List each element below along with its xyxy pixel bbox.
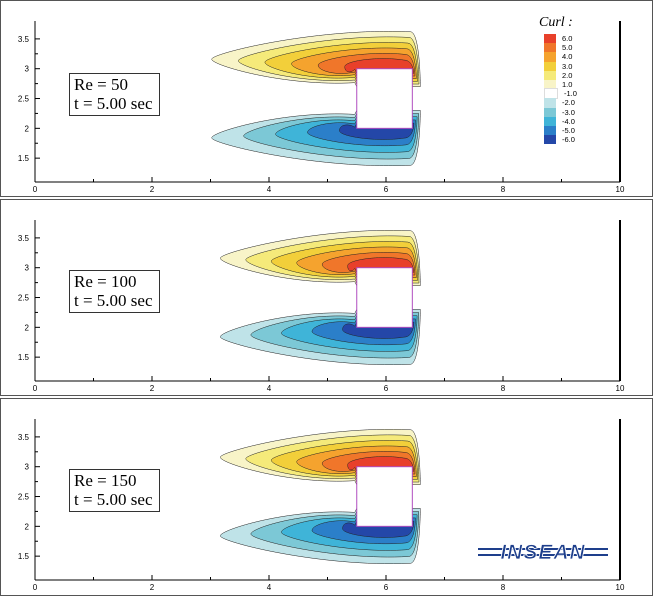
legend-label: -5.0 xyxy=(562,125,575,135)
legend-label: 5.0 xyxy=(562,43,573,53)
legend-label: 4.0 xyxy=(562,52,573,62)
legend-swatch xyxy=(544,135,556,145)
time-label: t = 5.00 sec xyxy=(74,490,153,509)
x-tick-label: 8 xyxy=(501,185,506,194)
legend-label: -2.0 xyxy=(562,98,575,108)
contour-plot-re-100: 0 2 4 6 8 10 1.5 2 2.5 3 3.5 xyxy=(18,220,625,393)
panel-re-50: 0 2 4 6 8 10 1.5 2 2.5 3 3.5 Re = 50 t = 5.00 sec … xyxy=(0,0,653,197)
time-label: t = 5.00 sec xyxy=(74,291,153,310)
legend-entry: -2.0 xyxy=(521,98,591,108)
y-tick-label: 3 xyxy=(25,65,30,74)
x-tick-label: 0 xyxy=(33,185,38,194)
legend-entry: -6.0 xyxy=(521,135,591,145)
x-tick-label: 8 xyxy=(501,583,506,592)
y-tick-label: 2 xyxy=(25,323,30,332)
legend-entry: 4.0 xyxy=(521,52,591,62)
legend-swatch xyxy=(544,98,556,108)
y-tick-label: 1.5 xyxy=(18,154,30,163)
legend-swatch xyxy=(544,70,556,80)
y-tick-label: 2 xyxy=(25,124,30,133)
x-tick-label: 2 xyxy=(150,583,155,592)
square-obstacle xyxy=(356,68,413,129)
legend-swatch xyxy=(544,52,556,62)
color-legend: Curl : 6.0 5.0 4.0 3.0 2.0 1.0 -1.0 -2.0 -3.0 -4.… xyxy=(521,15,591,145)
legend-swatch xyxy=(544,107,556,117)
legend-entry: -3.0 xyxy=(521,107,591,117)
square-obstacle xyxy=(356,466,413,527)
reynolds-label: Re = 50 xyxy=(74,75,128,94)
x-tick-label: 6 xyxy=(384,185,389,194)
y-tick-label: 2.5 xyxy=(18,95,30,104)
legend-label: -6.0 xyxy=(562,135,575,145)
svg-text:INSEAN: INSEAN xyxy=(500,541,585,564)
legend-label: -4.0 xyxy=(562,116,575,126)
y-tick-label: 2 xyxy=(25,522,30,531)
legend-label: 2.0 xyxy=(562,70,573,80)
legend-swatch xyxy=(544,125,556,136)
x-tick-label: 2 xyxy=(150,384,155,393)
x-tick-label: 4 xyxy=(267,384,272,393)
x-tick-label: 10 xyxy=(616,583,625,592)
panel-re-100: 0 2 4 6 8 10 1.5 2 2.5 3 3.5 Re = 100 t = 5.00 sec xyxy=(0,199,653,396)
y-tick-label: 3 xyxy=(25,463,30,472)
y-tick-label: 1.5 xyxy=(18,552,30,561)
x-tick-label: 0 xyxy=(33,384,38,393)
square-obstacle xyxy=(356,267,413,328)
annotation-box: Re = 100 t = 5.00 sec xyxy=(69,270,160,313)
legend-label: -1.0 xyxy=(564,89,577,99)
x-tick-label: 8 xyxy=(501,384,506,393)
legend-entry: -4.0 xyxy=(521,116,591,126)
legend-entry: -5.0 xyxy=(521,125,591,136)
legend-entry: 3.0 xyxy=(521,61,591,71)
y-tick-label: 3.5 xyxy=(18,35,30,44)
x-tick-label: 2 xyxy=(150,185,155,194)
legend-entry: 1.0 xyxy=(521,79,591,90)
insean-logo: INSEAN xyxy=(478,541,608,564)
legend-swatch xyxy=(544,79,556,90)
y-tick-label: 3 xyxy=(25,264,30,273)
reynolds-label: Re = 100 xyxy=(74,272,137,291)
legend-swatch xyxy=(544,34,556,44)
x-tick-label: 6 xyxy=(384,384,389,393)
y-tick-label: 2.5 xyxy=(18,294,30,303)
y-tick-label: 3.5 xyxy=(18,234,30,243)
legend-label: 6.0 xyxy=(562,34,573,44)
annotation-box: Re = 150 t = 5.00 sec xyxy=(69,469,160,512)
y-tick-label: 3.5 xyxy=(18,433,30,442)
x-tick-label: 4 xyxy=(267,583,272,592)
legend-label: 3.0 xyxy=(562,61,573,71)
annotation-box: Re = 50 t = 5.00 sec xyxy=(69,73,160,116)
time-label: t = 5.00 sec xyxy=(74,94,153,113)
x-tick-label: 10 xyxy=(616,185,625,194)
x-tick-label: 6 xyxy=(384,583,389,592)
x-tick-label: 0 xyxy=(33,583,38,592)
legend-swatch xyxy=(544,116,556,126)
contour-plot-re-50: 0 2 4 6 8 10 1.5 2 2.5 3 3.5 xyxy=(18,21,625,194)
legend-swatch xyxy=(544,43,556,53)
legend-entry: -1.0 xyxy=(521,88,591,100)
legend-label: 1.0 xyxy=(562,80,573,90)
panel-re-150: 0 2 4 6 8 10 1.5 2 2.5 3 3.5 Re = 150 t = 5.00 sec xyxy=(0,398,653,596)
legend-entry: 2.0 xyxy=(521,70,591,80)
contour-plot-re-150: 0 2 4 6 8 10 1.5 2 2.5 3 3.5 xyxy=(18,419,625,592)
legend-entry: 5.0 xyxy=(521,43,591,53)
reynolds-label: Re = 150 xyxy=(74,471,137,490)
legend-entry: 6.0 xyxy=(521,34,591,44)
legend-swatch xyxy=(544,61,556,71)
y-tick-label: 2.5 xyxy=(18,493,30,502)
x-tick-label: 4 xyxy=(267,185,272,194)
x-tick-label: 10 xyxy=(616,384,625,393)
legend-title: Curl : xyxy=(539,15,573,30)
y-tick-label: 1.5 xyxy=(18,353,30,362)
legend-label: -3.0 xyxy=(562,107,575,117)
